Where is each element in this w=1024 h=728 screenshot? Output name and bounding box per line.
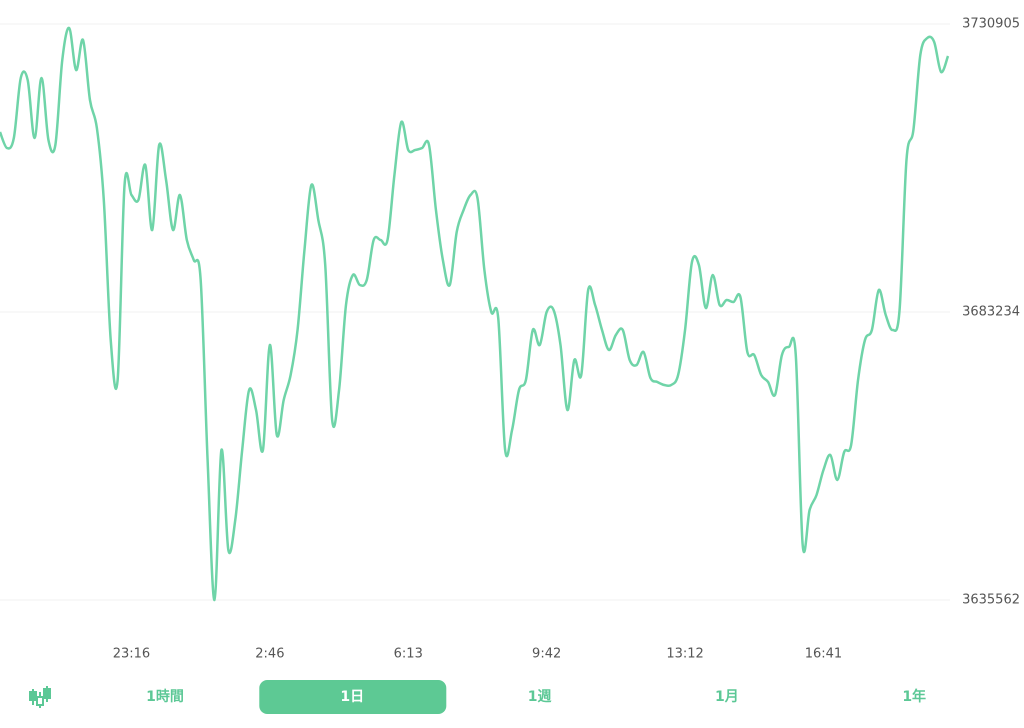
x-tick-label: 9:42 [532, 647, 561, 662]
tab-label[interactable]: 1週 [528, 689, 552, 705]
x-tick-label: 16:41 [805, 647, 842, 662]
price-line [0, 26, 950, 602]
tab-label[interactable]: 1日 [340, 689, 364, 705]
tab-label[interactable]: 1月 [715, 689, 739, 705]
x-tick-label: 6:13 [394, 647, 423, 662]
y-tick-label: 3683234 [962, 304, 1020, 319]
selected-tab-bg [259, 680, 447, 714]
x-tick-label: 2:46 [255, 647, 284, 662]
tab-label[interactable]: 1年 [902, 688, 926, 705]
candle-icon[interactable] [29, 686, 51, 708]
x-tick-label: 23:16 [113, 647, 150, 662]
tab-label[interactable]: 1時間 [146, 688, 184, 705]
x-tick-label: 13:12 [666, 647, 703, 662]
y-tick-label: 3730905 [962, 17, 1020, 32]
y-tick-label: 3635562 [962, 593, 1020, 608]
